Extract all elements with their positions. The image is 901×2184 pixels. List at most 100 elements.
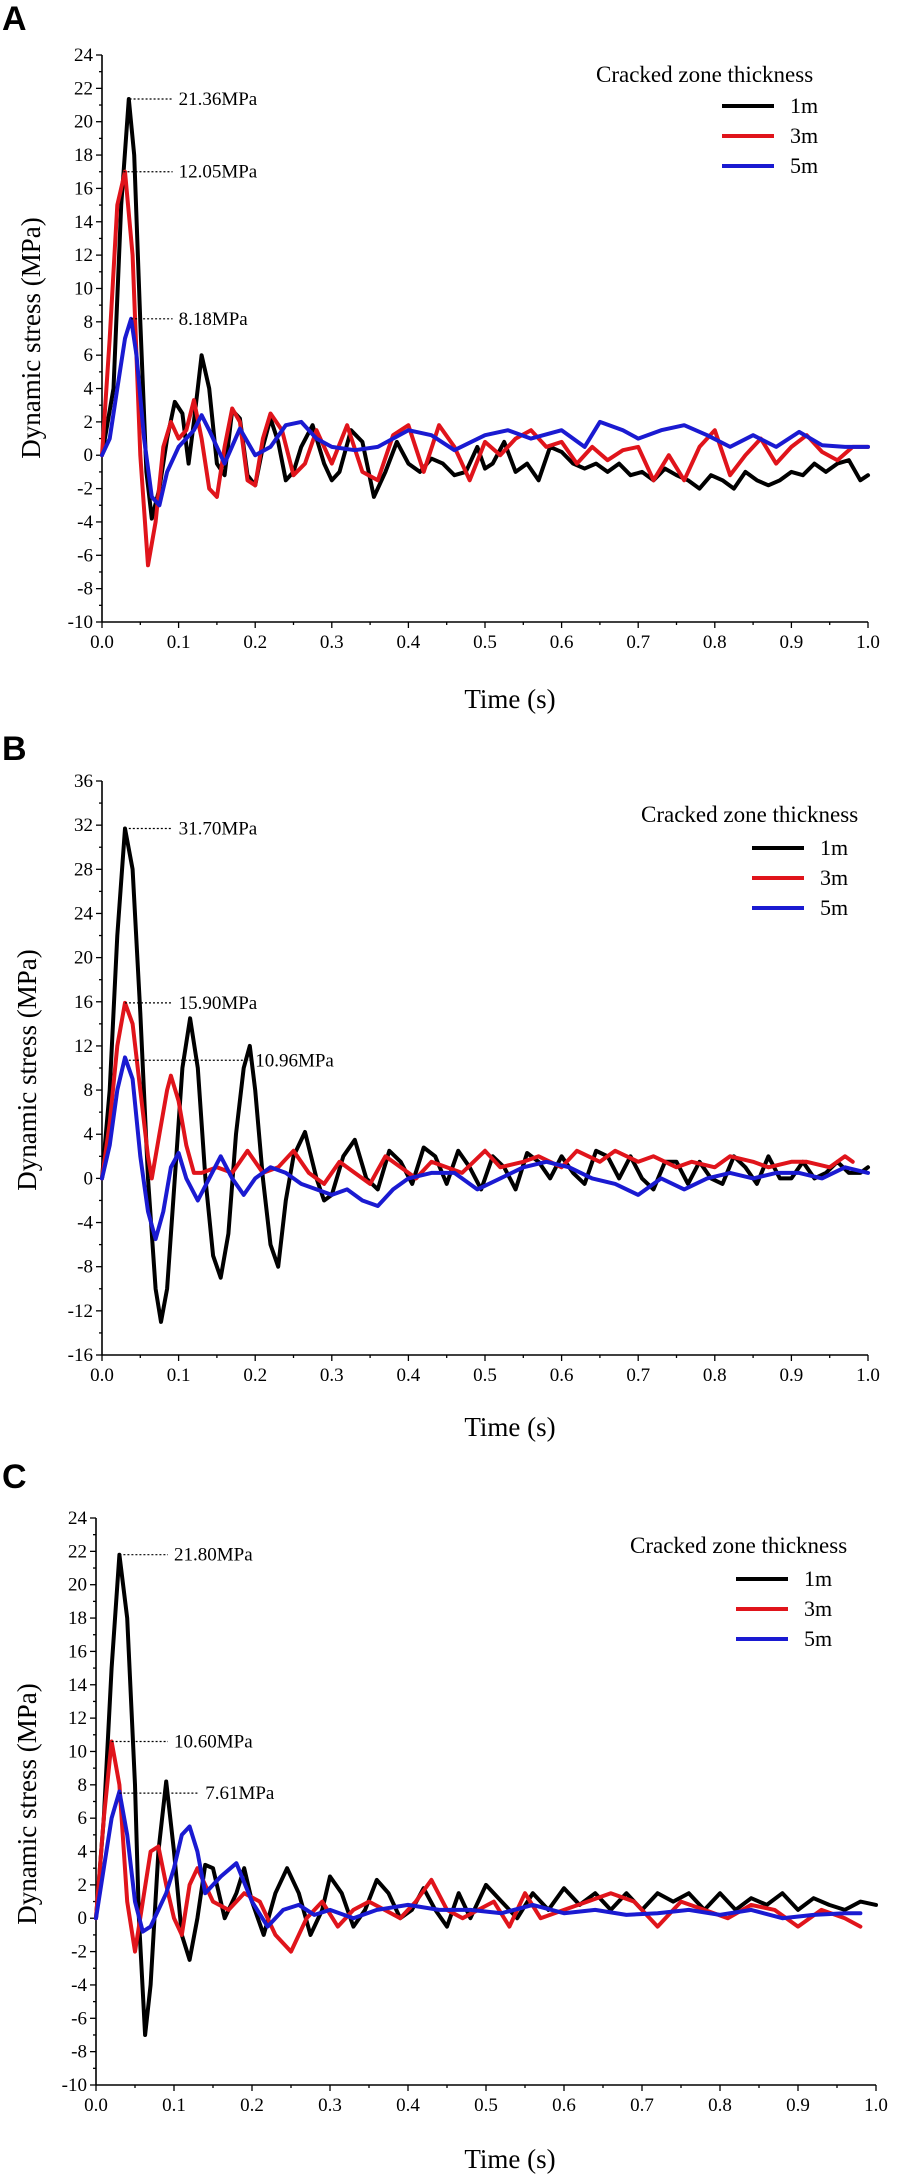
legend: 1m 3m 5m bbox=[752, 835, 848, 920]
y-tick-label: -4 bbox=[77, 512, 93, 533]
peak-annotation: 15.90MPa bbox=[179, 993, 258, 1014]
y-tick-label: -8 bbox=[77, 579, 93, 600]
panel-letter-a: A bbox=[2, 0, 27, 38]
legend: 1m 3m 5m bbox=[736, 1566, 832, 1651]
x-tick-label: 0.2 bbox=[240, 2095, 264, 2116]
panel-letter-c: C bbox=[2, 1458, 27, 1496]
y-tick-label: -2 bbox=[71, 1942, 87, 1963]
legend-label-3m: 3m bbox=[790, 123, 818, 148]
panel-b: B Time (s) Dynamic stress (MPa) Cracked … bbox=[0, 728, 901, 1456]
legend-label-3m: 3m bbox=[804, 1596, 832, 1621]
y-tick-label: 4 bbox=[84, 1124, 94, 1145]
series-line-5m bbox=[100, 1055, 870, 1242]
legend-title: Cracked zone thickness bbox=[641, 802, 858, 827]
x-axis-title: Time (s) bbox=[464, 1412, 555, 1442]
y-tick-label: -6 bbox=[71, 2008, 87, 2029]
peak-annotation: 21.80MPa bbox=[174, 1545, 253, 1566]
x-tick-label: 0.9 bbox=[780, 632, 804, 653]
y-tick-label: 8 bbox=[78, 1775, 88, 1796]
y-tick-label: 10 bbox=[68, 1741, 87, 1762]
x-tick-label: 0.1 bbox=[167, 1365, 191, 1386]
plot-area: 0.0 0.1 0.2 0.3 0.4 0.5 0.6 0.7 0.8 0.9 1.0 -10 -8 -6… bbox=[62, 1508, 888, 2116]
y-tick-label: 12 bbox=[74, 1036, 93, 1057]
y-tick-label: 4 bbox=[84, 379, 94, 400]
x-tick-label: 0.8 bbox=[703, 1365, 727, 1386]
x-tick-label: 0.2 bbox=[243, 1365, 267, 1386]
x-tick-label: 0.1 bbox=[162, 2095, 186, 2116]
peak-annotation: 21.36MPa bbox=[179, 89, 258, 110]
x-tick-label: 0.8 bbox=[703, 632, 727, 653]
x-tick-label: 0.5 bbox=[474, 2095, 498, 2116]
x-tick-label: 0.7 bbox=[626, 632, 650, 653]
y-tick-label: 6 bbox=[78, 1808, 88, 1829]
y-tick-label: -6 bbox=[77, 545, 93, 566]
y-tick-label: -4 bbox=[77, 1213, 93, 1234]
series-line-1m bbox=[100, 826, 870, 1324]
y-tick-label: 20 bbox=[68, 1575, 87, 1596]
y-tick-label: 20 bbox=[74, 948, 93, 969]
x-tick-label: 1.0 bbox=[864, 2095, 888, 2116]
x-tick-label: 0.4 bbox=[396, 2095, 420, 2116]
y-tick-label: -8 bbox=[77, 1257, 93, 1278]
y-tick-label: -10 bbox=[68, 612, 93, 633]
y-tick-label: 14 bbox=[74, 212, 94, 233]
chart-c: C Time (s) Dynamic stress (MPa) Cracked … bbox=[2, 1458, 888, 2174]
x-tick-label: 1.0 bbox=[856, 1365, 880, 1386]
y-tick-label: 2 bbox=[84, 412, 94, 433]
y-tick-label: 16 bbox=[74, 178, 93, 199]
legend-label-3m: 3m bbox=[820, 865, 848, 890]
y-tick-label: -8 bbox=[71, 2042, 87, 2063]
x-tick-label: 0.5 bbox=[473, 632, 497, 653]
peak-annotation: 10.60MPa bbox=[174, 1731, 253, 1752]
peak-annotation: 12.05MPa bbox=[179, 162, 258, 183]
x-tick-label: 0.5 bbox=[473, 1365, 497, 1386]
chart-b: B Time (s) Dynamic stress (MPa) Cracked … bbox=[2, 730, 880, 1442]
series-line-3m bbox=[100, 1000, 855, 1186]
peak-annotation: 7.61MPa bbox=[205, 1783, 275, 1804]
y-tick-label: -10 bbox=[62, 2075, 87, 2096]
y-tick-label: 24 bbox=[74, 903, 94, 924]
x-tick-label: 0.2 bbox=[243, 632, 267, 653]
y-tick-label: 12 bbox=[68, 1708, 87, 1729]
series-line-3m bbox=[100, 169, 870, 568]
y-tick-label: 0 bbox=[78, 1908, 88, 1929]
y-tick-label: 24 bbox=[74, 45, 94, 66]
peak-annotation: 8.18MPa bbox=[179, 309, 249, 330]
y-axis-title: Dynamic stress (MPa) bbox=[16, 217, 46, 458]
x-tick-label: 0.3 bbox=[318, 2095, 342, 2116]
x-tick-label: 0.7 bbox=[630, 2095, 654, 2116]
y-tick-label: 24 bbox=[68, 1508, 88, 1529]
x-tick-label: 0.6 bbox=[550, 632, 574, 653]
x-tick-label: 0.3 bbox=[320, 632, 344, 653]
x-axis-title: Time (s) bbox=[464, 684, 555, 714]
y-tick-label: 4 bbox=[78, 1842, 88, 1863]
legend: 1m 3m 5m bbox=[722, 93, 818, 178]
y-tick-label: 36 bbox=[74, 771, 93, 792]
y-tick-label: 20 bbox=[74, 112, 93, 133]
x-tick-label: 0.0 bbox=[90, 632, 114, 653]
y-tick-label: 8 bbox=[84, 1080, 94, 1101]
panel-c: C Time (s) Dynamic stress (MPa) Cracked … bbox=[0, 1456, 901, 2184]
series-line-5m bbox=[100, 316, 870, 508]
y-tick-label: -16 bbox=[68, 1345, 93, 1366]
y-tick-label: 2 bbox=[78, 1875, 88, 1896]
x-tick-label: 1.0 bbox=[856, 632, 880, 653]
panel-a: A Time (s) Dynamic stress (MPa) Cracked … bbox=[0, 0, 901, 728]
x-tick-label: 0.8 bbox=[708, 2095, 732, 2116]
y-tick-label: -2 bbox=[77, 479, 93, 500]
x-tick-label: 0.3 bbox=[320, 1365, 344, 1386]
y-tick-label: 14 bbox=[68, 1675, 88, 1696]
x-tick-label: 0.4 bbox=[397, 1365, 421, 1386]
series-line-3m bbox=[94, 1739, 863, 1954]
panel-letter-b: B bbox=[2, 730, 27, 768]
y-tick-label: 12 bbox=[74, 245, 93, 266]
x-tick-label: 0.0 bbox=[84, 2095, 108, 2116]
y-tick-label: 8 bbox=[84, 312, 94, 333]
y-tick-label: 32 bbox=[74, 815, 93, 836]
peak-annotation: 10.96MPa bbox=[255, 1050, 334, 1071]
y-tick-label: 0 bbox=[84, 445, 94, 466]
x-tick-label: 0.1 bbox=[167, 632, 191, 653]
y-tick-label: -12 bbox=[68, 1301, 93, 1322]
x-tick-label: 0.0 bbox=[90, 1365, 114, 1386]
legend-title: Cracked zone thickness bbox=[630, 1533, 847, 1558]
